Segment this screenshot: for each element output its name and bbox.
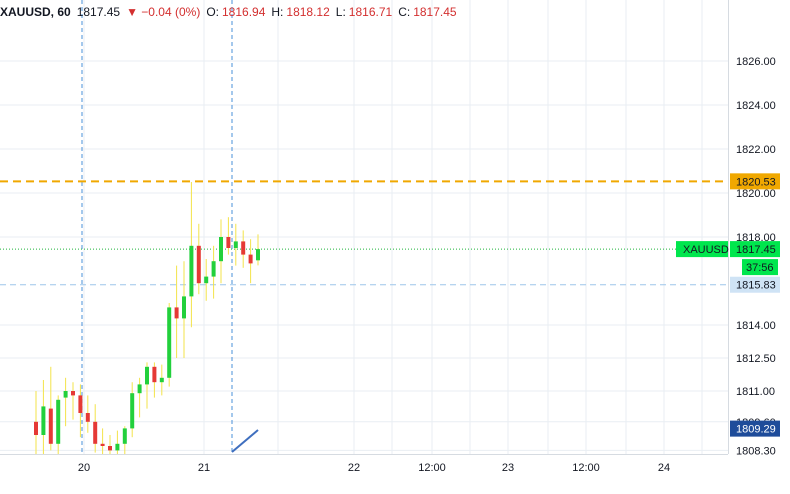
candle-body (85, 413, 90, 422)
price-tick-label: 1826.00 (736, 56, 776, 68)
time-axis-panel (0, 454, 728, 494)
candle-body (211, 261, 216, 277)
open-label: O: (206, 5, 219, 19)
candle-body (115, 443, 120, 451)
candle-body (122, 428, 127, 444)
price-change: ▼ −0.04 (0%) (126, 5, 201, 19)
time-tick-label: 20 (78, 462, 90, 474)
time-tick-label: 12:00 (572, 462, 600, 474)
candle-body (189, 245, 194, 297)
candle-body (41, 406, 46, 435)
candle-body (226, 237, 231, 248)
session-vertical-lines (81, 0, 233, 454)
resistance-price-tag-box (730, 173, 780, 190)
candle-body (48, 408, 53, 444)
price-tick-label: 1812.50 (736, 353, 776, 365)
bottom-price-tag-box (730, 420, 780, 437)
candle-body (174, 307, 179, 319)
price-labels: 1820.53 1815.83 1809.29 XAUUSD 1817.45 37:56 (676, 173, 780, 437)
low-readout: L: 1816.71 (336, 5, 392, 19)
bottom-price-tag-text: 1809.29 (736, 424, 776, 436)
chart-grid (0, 0, 728, 454)
candlestick-series (34, 182, 260, 462)
candle-body (137, 384, 142, 394)
candle-body (93, 421, 98, 444)
price-tick-label: 1822.00 (736, 144, 776, 156)
candle-body (63, 391, 68, 398)
candle-body (145, 366, 149, 385)
candle-body (159, 377, 164, 383)
time-tick-label: 12:00 (418, 462, 446, 474)
countdown-text: 37:56 (746, 262, 774, 274)
price-tick-label: 1814.00 (736, 320, 776, 332)
candle-body (204, 276, 209, 284)
symbol-label[interactable]: XAUUSD, 60 (0, 5, 71, 19)
price-tick-label: 1824.00 (736, 100, 776, 112)
current-price-tag-box (730, 241, 780, 258)
current-symbol-tag-text: XAUUSD (683, 244, 729, 256)
time-tick-label: 21 (198, 462, 210, 474)
last-price: 1817.45 (76, 5, 121, 19)
time-tick-label: 24 (658, 462, 670, 474)
horizontal-levels (0, 180, 728, 286)
price-tick-label: 1811.00 (736, 386, 775, 398)
price-tick-label: 1808.30 (736, 445, 776, 457)
price-tick-label: 1820.00 (736, 188, 776, 200)
candle-body (34, 421, 38, 435)
candle-body (167, 307, 172, 378)
high-readout: H: 1818.12 (271, 5, 329, 19)
close-value: 1817.45 (413, 5, 457, 19)
candle-body (152, 366, 157, 383)
candle-body (233, 241, 238, 248)
candle-body (56, 399, 61, 444)
symbol-legend: XAUUSD, 60 1817.45 ▼ −0.04 (0%) O: 1816.9… (0, 3, 457, 21)
candle-body (256, 249, 260, 261)
candle-body (71, 391, 75, 396)
candle-body (182, 296, 186, 319)
candle-body (130, 393, 135, 429)
trend-line-segment (231, 429, 259, 453)
candle-body (196, 245, 201, 284)
open-readout: O: 1816.94 (206, 5, 265, 19)
close-label: C: (398, 5, 411, 19)
candle-body (219, 237, 223, 262)
countdown-box (742, 259, 778, 276)
time-tick-label: 22 (348, 462, 360, 474)
candle-body (108, 446, 112, 451)
candle-body (248, 254, 253, 264)
current-symbol-tag-box (676, 241, 728, 258)
candle-body (100, 443, 105, 446)
resistance-price-tag-text: 1820.53 (736, 176, 776, 188)
low-label: L: (335, 5, 346, 19)
current-price-tag-text: 1817.45 (736, 244, 776, 256)
support-price-tag-text: 1815.83 (736, 280, 776, 292)
price-tick-label: 1818.00 (736, 232, 776, 244)
high-label: H: (271, 5, 284, 19)
support-price-tag-box (730, 276, 780, 293)
open-value: 1816.94 (222, 5, 266, 19)
candle-body (78, 395, 83, 413)
low-value: 1816.71 (348, 5, 393, 19)
time-tick-label: 23 (502, 462, 514, 474)
high-value: 1818.12 (286, 5, 330, 19)
candle-body (241, 241, 246, 255)
close-readout: C: 1817.45 (398, 5, 456, 19)
trend-line-drawing[interactable] (231, 429, 259, 453)
